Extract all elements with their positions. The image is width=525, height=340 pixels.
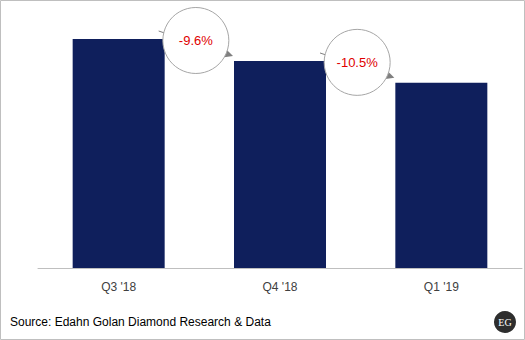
- svg-text:EG: EG: [498, 317, 511, 328]
- svg-text:Source: Edahn Golan Diamond Re: Source: Edahn Golan Diamond Research & D…: [10, 315, 271, 329]
- svg-text:Q1 '19: Q1 '19: [424, 280, 459, 294]
- svg-text:Q4 '18: Q4 '18: [263, 280, 298, 294]
- svg-text:-9.6%: -9.6%: [179, 33, 213, 48]
- svg-text:-10.5%: -10.5%: [337, 55, 379, 70]
- svg-text:Q3 '18: Q3 '18: [101, 280, 136, 294]
